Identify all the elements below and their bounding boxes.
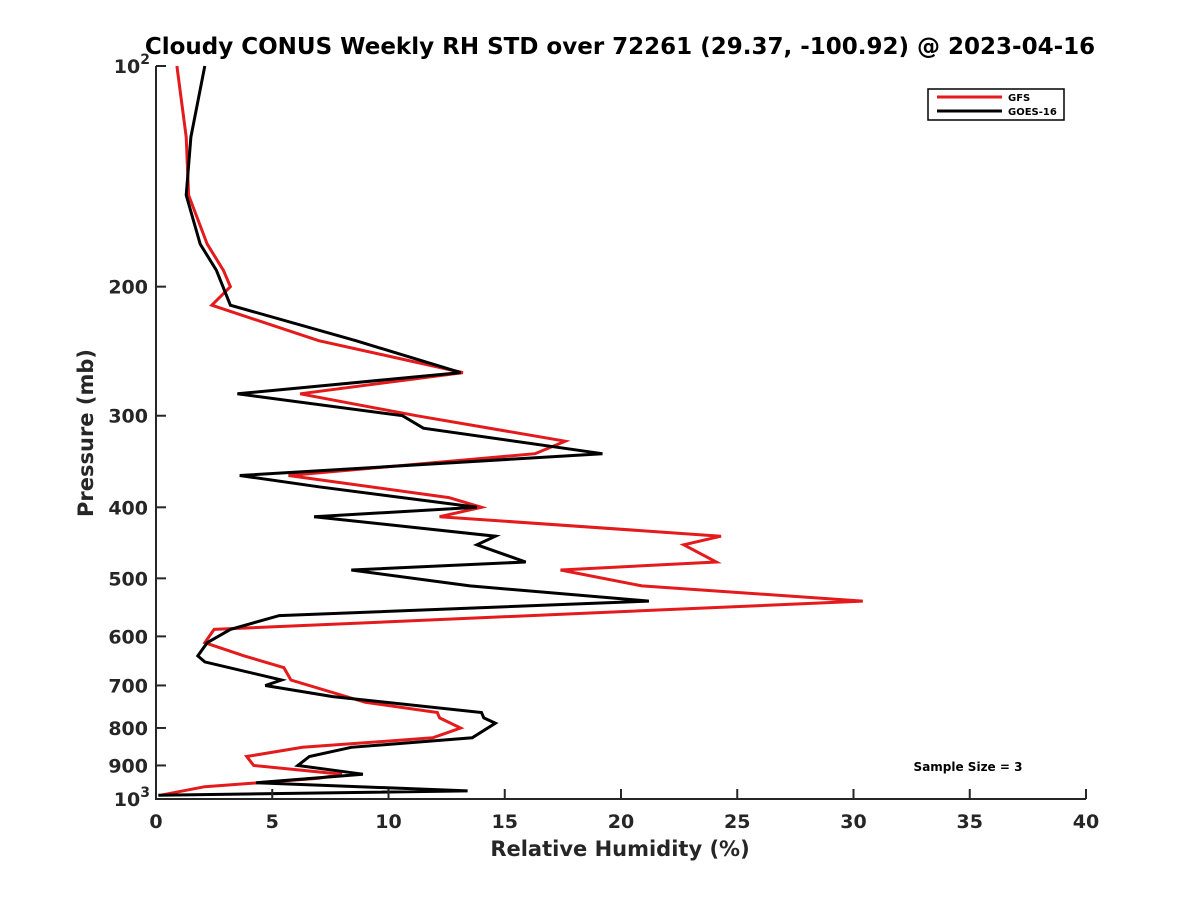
x-tick-label: 0 xyxy=(149,811,162,833)
x-tick-label: 10 xyxy=(375,811,401,833)
series-line-gfs xyxy=(160,65,863,797)
legend-label: GOES-16 xyxy=(1008,107,1057,118)
x-axis-label: Relative Humidity (%) xyxy=(490,837,749,861)
x-tick-label: 25 xyxy=(724,811,750,833)
axes-box xyxy=(155,66,1086,800)
y-tick-label: 500 xyxy=(108,568,148,590)
legend: GFS GOES-16 xyxy=(927,88,1065,121)
x-tick-label: 15 xyxy=(492,811,518,833)
x-tick-label: 40 xyxy=(1073,811,1099,833)
y-axis-label: Pressure (mb) xyxy=(74,349,98,517)
x-tick-label: 35 xyxy=(957,811,983,833)
y-tick-label: 103 xyxy=(114,785,150,811)
x-tick-label: 5 xyxy=(266,811,279,833)
x-tick-label: 30 xyxy=(840,811,866,833)
sample-size-annotation: Sample Size = 3 xyxy=(914,760,1023,774)
y-tick-label: 600 xyxy=(108,626,148,648)
legend-box xyxy=(927,88,1065,121)
y-tick-label: 200 xyxy=(108,277,148,299)
legend-label: GFS xyxy=(1008,93,1030,104)
y-tick-label: 900 xyxy=(108,755,148,777)
series-line-goes-16 xyxy=(158,65,650,797)
y-tick-label: 300 xyxy=(108,406,148,428)
axis-ticks: 0 5 10 15 20 25 30 35 40 102 200 300 400 500 600 700 800… xyxy=(108,52,1099,833)
y-tick-label: 400 xyxy=(108,497,148,519)
chart-title: Cloudy CONUS Weekly RH STD over 72261 (2… xyxy=(145,34,1095,60)
x-tick-label: 20 xyxy=(608,811,634,833)
plot-area xyxy=(158,65,863,797)
y-tick-label: 700 xyxy=(108,675,148,697)
y-tick-label: 102 xyxy=(114,52,150,78)
y-tick-label: 800 xyxy=(108,718,148,740)
